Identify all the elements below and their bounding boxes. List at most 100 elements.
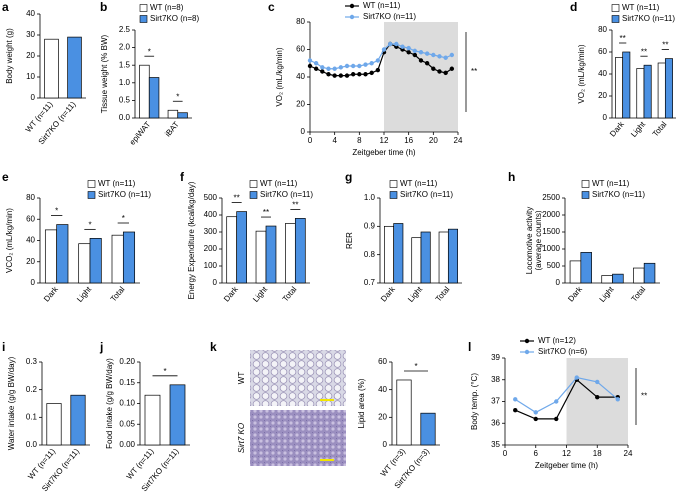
y-tick-label: 0	[31, 278, 36, 287]
series-line	[515, 378, 618, 420]
panel-letter: c	[268, 0, 275, 14]
point	[381, 47, 387, 52]
point	[574, 375, 579, 380]
significance: *	[163, 367, 166, 376]
significance: **	[471, 67, 477, 76]
histology-image	[250, 410, 346, 466]
bar	[643, 262, 656, 284]
point	[320, 69, 325, 74]
y-axis-label: Body temp. (°C)	[470, 373, 479, 430]
point	[326, 66, 331, 71]
y-tick-label: 20	[378, 412, 387, 421]
image-label: Sirt7 KO	[237, 423, 246, 453]
significance: **	[292, 201, 298, 210]
panel-letter: e	[2, 170, 9, 184]
point	[615, 397, 620, 402]
x-tick-label: Light	[251, 284, 270, 304]
panel-letter: j	[99, 340, 103, 354]
point	[400, 44, 405, 49]
point	[595, 379, 600, 385]
y-tick-label: 0.20	[119, 357, 135, 366]
y-tick-label: 20	[26, 51, 35, 60]
legend-swatch	[581, 191, 590, 199]
y-tick-label: 0.1	[26, 412, 38, 421]
legend-swatch	[389, 191, 398, 199]
x-tick-label: 0	[503, 449, 508, 458]
point	[443, 55, 448, 60]
y-tick-label: 40	[26, 9, 35, 18]
bar	[384, 225, 395, 284]
point	[363, 72, 368, 77]
panel-letter: i	[2, 340, 5, 354]
y-tick-label: 500	[204, 193, 218, 202]
x-tick-label: Light	[406, 284, 425, 304]
bar	[294, 218, 306, 284]
y-tick-label: 40	[26, 236, 35, 245]
y-tick-label: 300	[204, 227, 218, 236]
y-tick-label: 39	[491, 353, 500, 362]
y-tick-label: 40	[378, 385, 387, 394]
legend-swatch	[87, 180, 96, 188]
y-tick-label: 10	[26, 72, 35, 81]
y-axis-label: Water intake (g/g BW/day)	[7, 356, 16, 450]
bar	[633, 267, 645, 284]
x-tick-label: 16	[404, 136, 413, 145]
bar	[78, 243, 91, 284]
x-tick-label: 6	[534, 449, 539, 458]
y-tick-label: 0.00	[119, 440, 135, 449]
point	[350, 63, 356, 69]
shaded-region	[566, 358, 628, 445]
bar	[226, 216, 238, 284]
significance: **	[641, 47, 647, 56]
point	[406, 45, 411, 51]
y-tick-label: 80	[26, 193, 35, 202]
y-axis-label: Locomotive activity	[525, 207, 534, 275]
x-tick-label: Dark	[222, 284, 240, 303]
bar	[622, 51, 631, 119]
point	[437, 54, 442, 59]
x-tick-label: Dark	[42, 284, 60, 303]
y-tick-label: 40	[598, 69, 607, 78]
y-axis-label: VCO₂ (mL/kg/min)	[5, 208, 14, 273]
bar	[411, 237, 422, 284]
bar	[393, 223, 404, 284]
significance: *	[88, 220, 91, 229]
point	[431, 52, 436, 58]
x-tick-label: 24	[624, 449, 633, 458]
y-tick-label: 20	[598, 91, 607, 100]
y-tick-label: 0.5	[119, 96, 131, 105]
point	[406, 50, 411, 55]
point	[350, 72, 356, 77]
point	[307, 58, 313, 63]
x-tick-label: 24	[454, 136, 463, 145]
panel-letter: a	[2, 0, 9, 14]
point	[424, 51, 430, 56]
bar	[44, 38, 59, 99]
y-tick-label: 2.5	[119, 25, 131, 34]
significance: *	[414, 362, 417, 371]
y-tick-label: 0.05	[119, 419, 135, 428]
y-tick-label: 0	[603, 113, 608, 122]
y-tick-label: 30	[26, 30, 35, 39]
y-tick-label: 0	[213, 278, 218, 287]
y-tick-label: 60	[26, 214, 35, 223]
bar	[255, 230, 267, 284]
legend-swatch	[139, 15, 148, 23]
y-tick-label: 38	[491, 375, 500, 384]
point	[332, 73, 337, 78]
legend-marker	[349, 14, 355, 20]
significance: *	[176, 92, 179, 101]
y-tick-label: 80	[598, 25, 607, 34]
significance: **	[234, 194, 240, 203]
legend-label: Sirt7KO (n=11)	[363, 12, 416, 21]
y-tick-label: 0.7	[364, 278, 376, 287]
point	[412, 48, 418, 54]
x-tick-label: Dark	[379, 284, 397, 303]
point	[554, 399, 559, 404]
bar	[111, 234, 124, 284]
legend-swatch	[611, 15, 620, 23]
y-tick-label: 60	[598, 47, 607, 56]
panel-letter: f	[180, 170, 185, 184]
legend-marker	[524, 338, 530, 344]
